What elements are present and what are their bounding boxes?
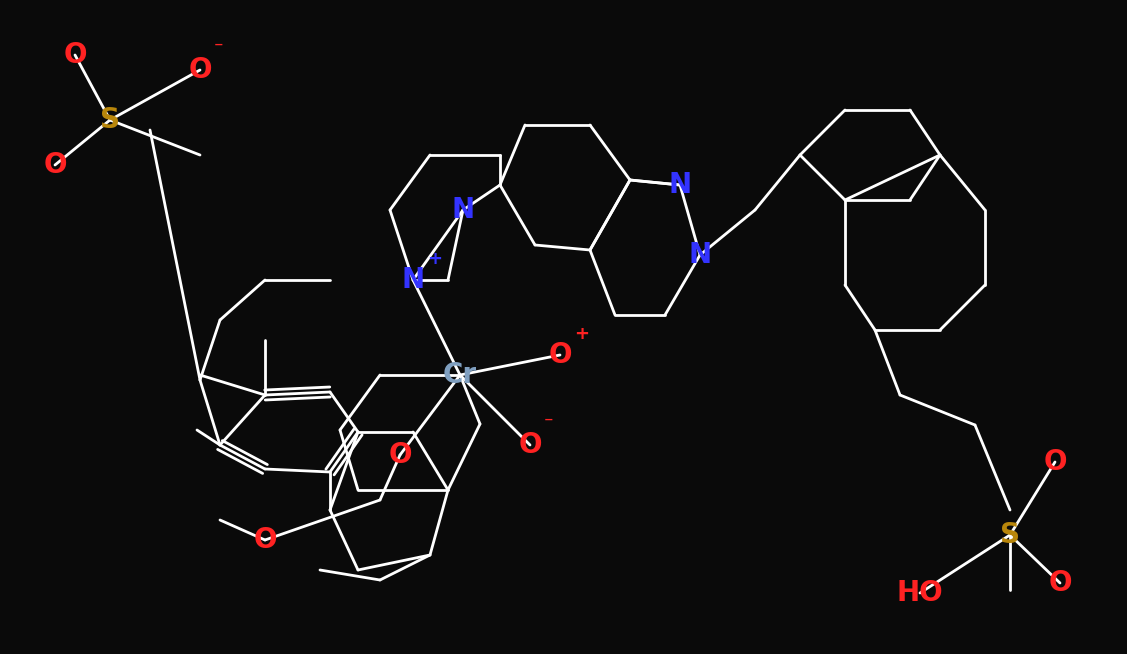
Text: N: N [668,171,692,199]
Text: O: O [188,56,212,84]
Text: O: O [518,431,542,459]
Text: N: N [401,266,425,294]
Text: O: O [388,441,411,469]
Text: +: + [574,325,589,343]
Text: ⁻: ⁻ [544,415,553,433]
Text: O: O [63,41,87,69]
Text: Cr: Cr [443,361,477,389]
Text: O: O [254,526,277,554]
Text: ⁻: ⁻ [214,40,223,58]
Text: O: O [1048,569,1072,597]
Text: N: N [689,241,711,269]
Text: S: S [100,106,119,134]
Text: HO: HO [897,579,943,607]
Text: O: O [43,151,66,179]
Text: +: + [427,250,442,268]
Text: S: S [1000,521,1020,549]
Text: O: O [1044,448,1067,476]
Text: N: N [452,196,474,224]
Text: O: O [548,341,571,369]
